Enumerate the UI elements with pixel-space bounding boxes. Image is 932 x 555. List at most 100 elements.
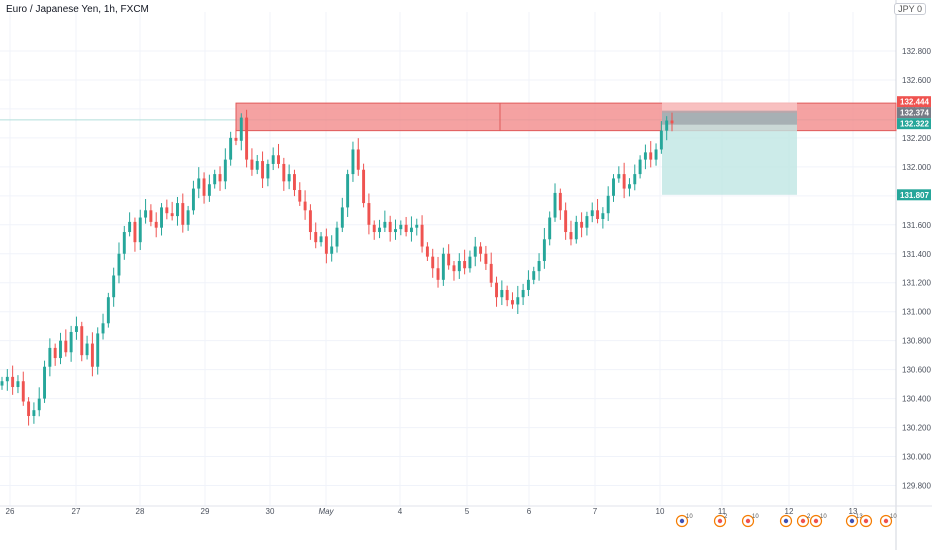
candle-body [447, 253, 451, 266]
candle-body [149, 210, 153, 222]
candle-body [101, 323, 105, 334]
candle-body [670, 120, 674, 124]
x-tick-label: 30 [266, 507, 275, 516]
position-target-zone[interactable] [662, 112, 797, 195]
candle-body [308, 210, 312, 233]
candle-body [346, 174, 350, 208]
event-count-label: 10 [820, 514, 827, 520]
candle-body [48, 347, 52, 367]
x-tick-label: 5 [465, 507, 470, 516]
candle-body [388, 221, 392, 233]
y-tick-label: 132.800 [902, 47, 931, 56]
event-marker-dot [783, 518, 789, 524]
candle-body [250, 159, 254, 170]
candle-body [649, 152, 653, 160]
candle-body [117, 253, 121, 276]
candle-body [532, 271, 536, 280]
candle-body [245, 117, 249, 160]
candle-body [106, 297, 110, 324]
y-tick-label: 131.200 [902, 279, 931, 288]
x-tick-label: 11 [718, 507, 727, 516]
candle-body [362, 169, 366, 204]
candle-body [0, 381, 4, 386]
price-tag[interactable] [897, 189, 931, 201]
candle-body [74, 326, 78, 332]
candle-body [213, 174, 217, 185]
candle-body [324, 236, 328, 254]
candle-body [165, 207, 169, 214]
candle-body [463, 261, 467, 269]
candle-body [654, 149, 658, 160]
candle-body [601, 213, 605, 219]
candle-body [564, 210, 568, 233]
x-tick-label: 12 [785, 507, 794, 516]
chart-title: Euro / Japanese Yen, 1h, FXCM [6, 4, 149, 15]
candle-body [43, 366, 47, 399]
candle-body [271, 155, 275, 164]
candle-body [521, 289, 525, 298]
candle-body [372, 224, 376, 233]
candle-body [574, 221, 578, 240]
candle-body [590, 210, 594, 217]
candle-body [160, 207, 163, 228]
candle-body [53, 347, 57, 359]
price-tag-label: 132.322 [900, 120, 929, 129]
position-stop-zone[interactable] [662, 102, 797, 113]
candle-body [415, 224, 419, 228]
y-tick-label: 131.600 [902, 221, 931, 230]
candle-body [303, 201, 307, 211]
candle-body [367, 203, 371, 225]
candle-body [144, 210, 148, 218]
event-marker-dot [883, 518, 889, 524]
price-tag[interactable] [897, 96, 931, 108]
candle-body [229, 137, 233, 160]
price-tag[interactable] [897, 107, 931, 119]
candle-body [266, 163, 270, 179]
candle-body [394, 229, 397, 233]
event-count-label: 13 [856, 514, 863, 520]
event-marker-dot [679, 518, 685, 524]
candle-body [378, 227, 382, 233]
candle-body [484, 253, 488, 264]
candle-body [197, 178, 201, 189]
event-count-label: 10 [890, 514, 897, 520]
candle-body [356, 149, 360, 170]
y-tick-label: 130.000 [902, 453, 931, 462]
y-tick-label: 131.400 [902, 250, 931, 259]
candle-body [16, 381, 20, 388]
candle-body [441, 253, 445, 280]
candle-body [627, 184, 631, 189]
candle-body [452, 265, 456, 272]
candle-body [479, 246, 483, 254]
candle-body [69, 331, 73, 353]
event-count-label: 2 [807, 514, 811, 520]
event-count-label: 2 [724, 514, 728, 520]
event-marker-dot [745, 518, 751, 524]
candle-body [404, 224, 408, 233]
candle-body [330, 246, 334, 254]
candle-body [37, 398, 41, 411]
candle-body [659, 130, 663, 150]
candle-body [292, 174, 296, 191]
candle-body [633, 174, 637, 185]
candle-body [665, 120, 669, 131]
candle-body [495, 282, 498, 298]
candle-body [287, 174, 291, 182]
candle-body [27, 401, 31, 416]
candle-body [612, 178, 615, 196]
candle-body [351, 149, 355, 175]
x-tick-label: 6 [527, 507, 532, 516]
candle-body [553, 192, 557, 218]
candle-body [239, 117, 243, 141]
price-tag[interactable] [897, 118, 931, 130]
currency-scale-tag[interactable]: JPY 0 [894, 3, 926, 15]
candle-body [526, 279, 530, 290]
candle-body [558, 192, 562, 211]
event-marker-dot [717, 518, 723, 524]
candle-body [548, 217, 552, 240]
candle-body [32, 410, 36, 416]
event-count-label: 10 [752, 514, 759, 520]
candle-body [516, 297, 520, 305]
